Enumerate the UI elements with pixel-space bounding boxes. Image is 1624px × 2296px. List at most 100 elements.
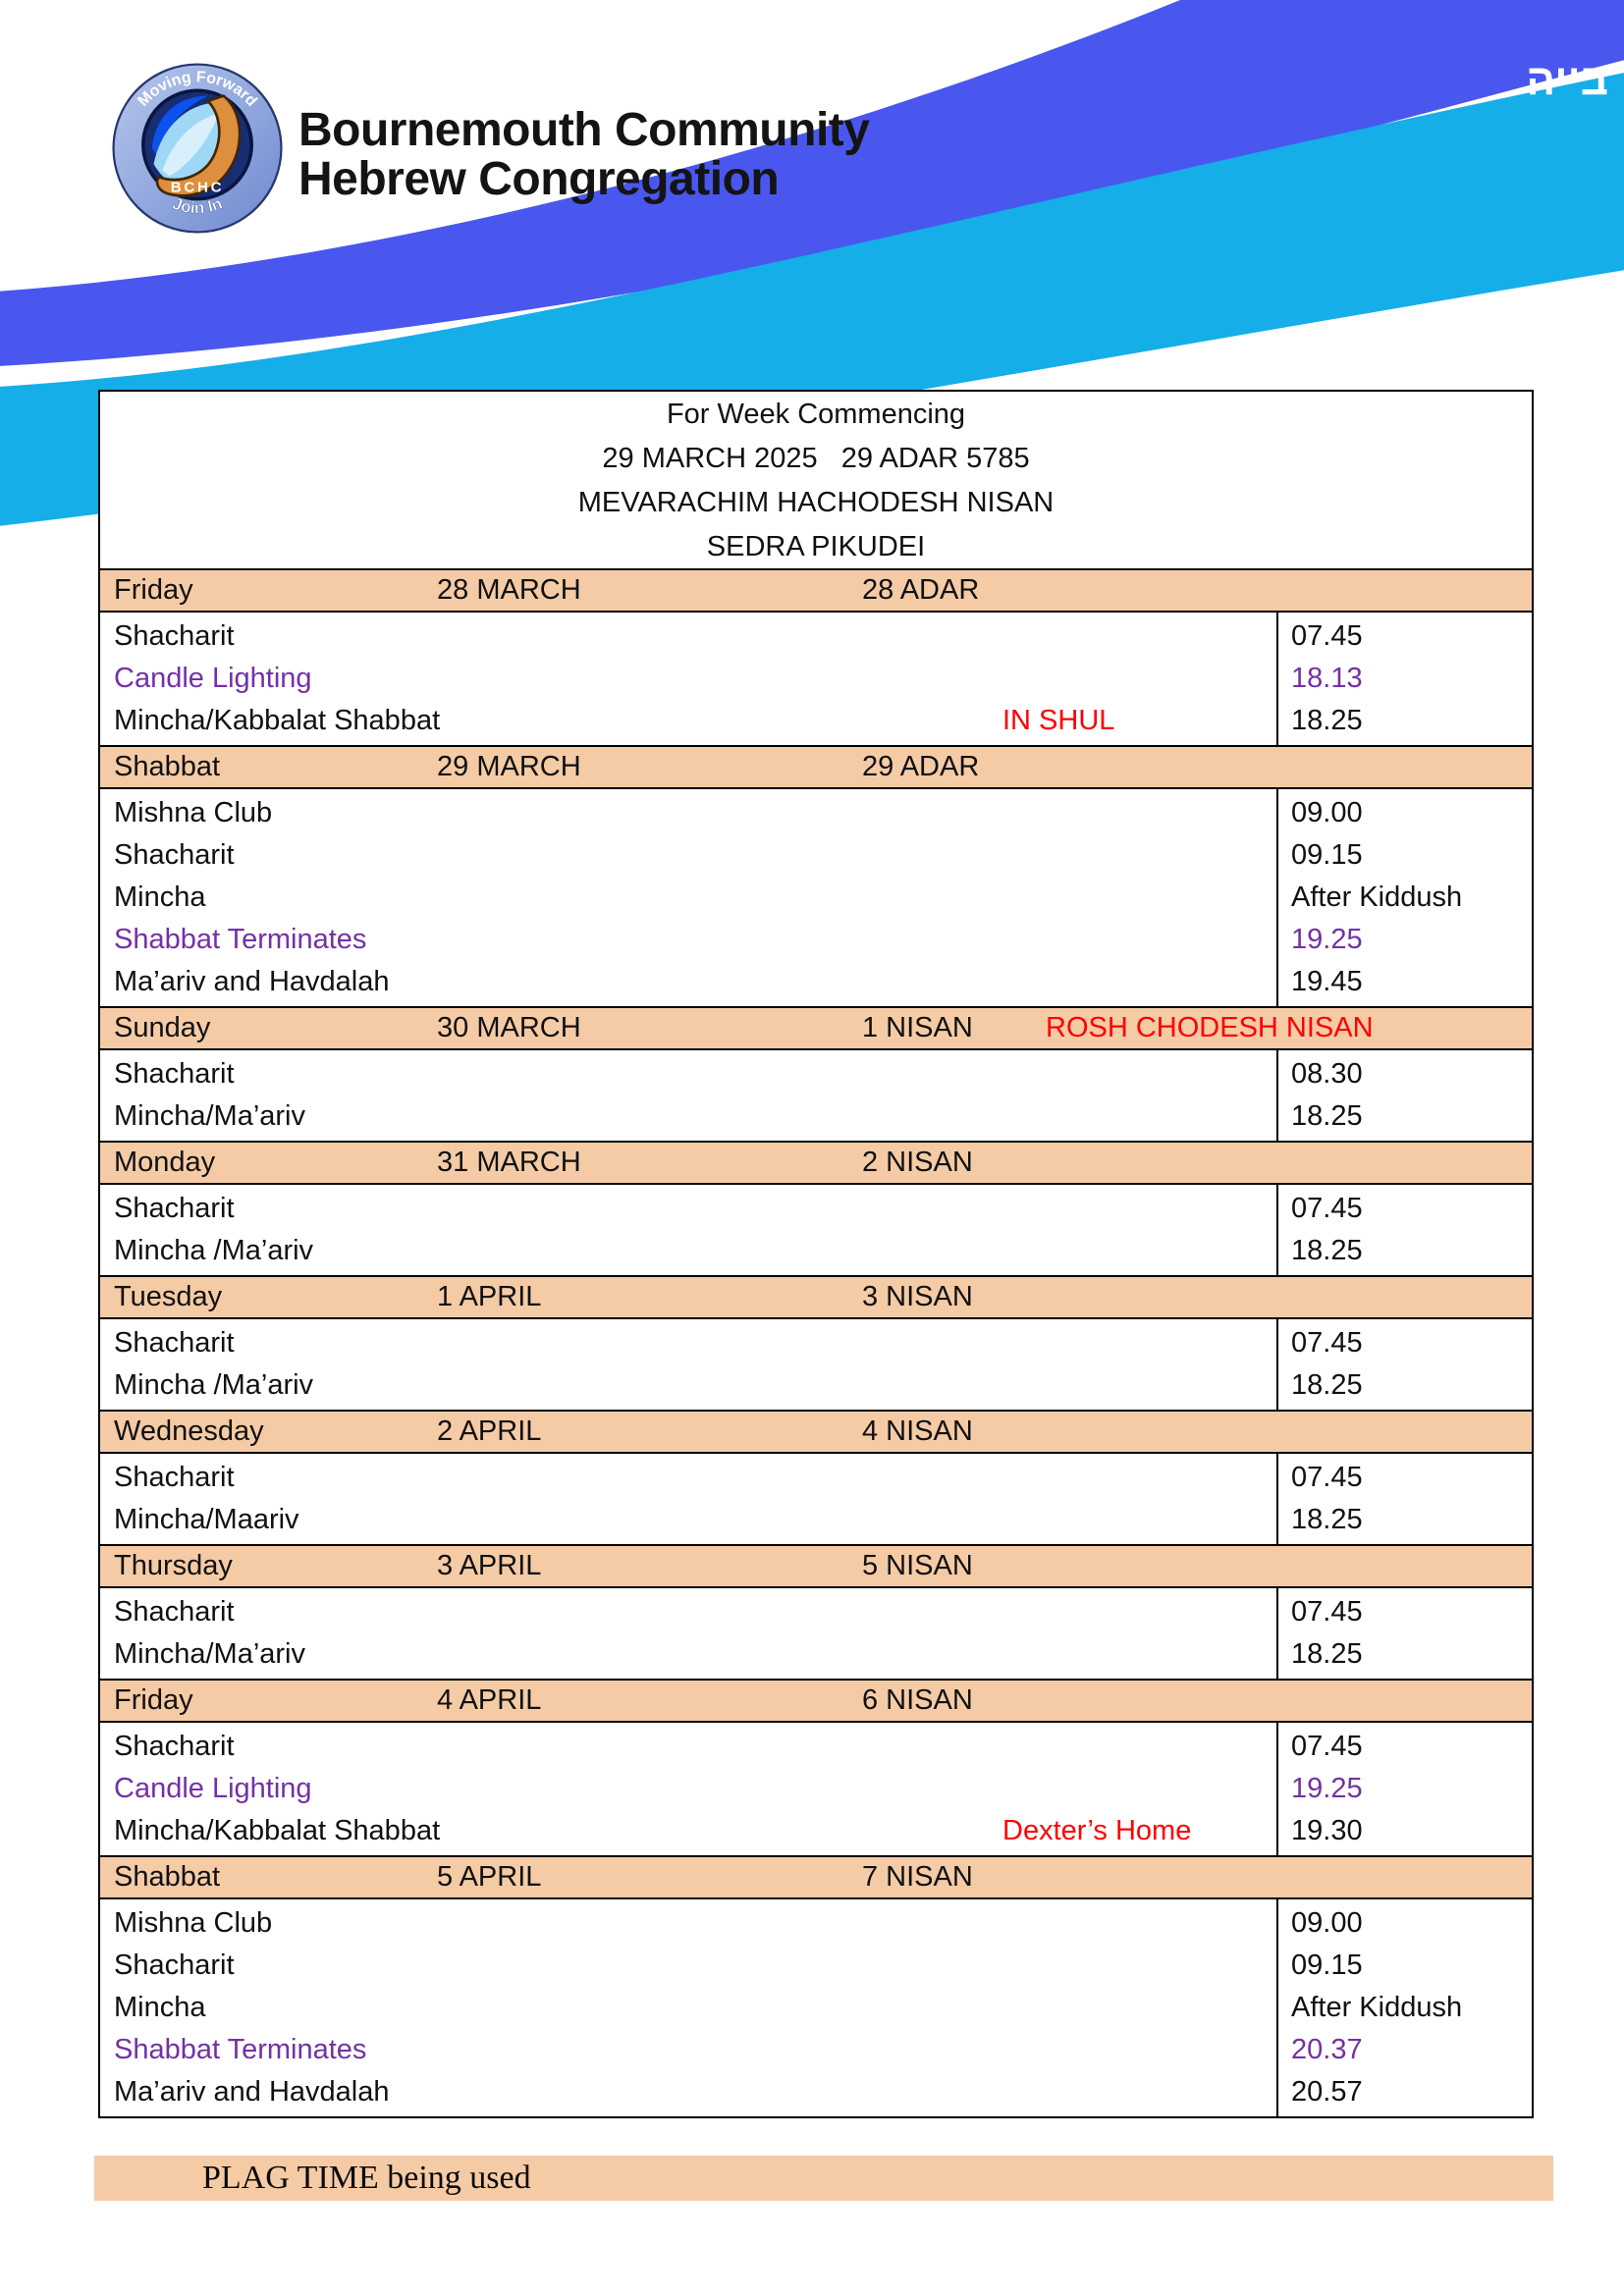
service-time: 19.25	[1291, 924, 1363, 955]
schedule-row: Mincha After Kiddush	[100, 1987, 1532, 2029]
schedule-row: Ma’ariv and Havdalah 20.57	[100, 2071, 1532, 2113]
banner-hebrew-date: 6 NISAN	[862, 1684, 973, 1716]
schedule-row: Shacharit 07.45	[100, 1457, 1532, 1499]
service-name: Shacharit	[114, 1327, 235, 1359]
day-banner-sunday-30: Sunday 30 MARCH 1 NISAN ROSH CHODESH NIS…	[100, 1006, 1532, 1050]
service-name: Mincha /Ma’ariv	[114, 1235, 314, 1266]
service-name: Mincha/Maariv	[114, 1504, 299, 1535]
banner-hebrew-date: 7 NISAN	[862, 1861, 973, 1893]
schedule-row: Mincha/Kabbalat Shabbat IN SHUL 18.25	[100, 700, 1532, 742]
schedule-row: Mincha After Kiddush	[100, 877, 1532, 919]
schedule-row: Shacharit 07.45	[100, 615, 1532, 658]
schedule-row: Ma’ariv and Havdalah 19.45	[100, 961, 1532, 1003]
banner-hebrew-date: 4 NISAN	[862, 1415, 973, 1447]
service-time: 07.45	[1291, 620, 1363, 652]
service-time: 07.45	[1291, 1462, 1363, 1493]
banner-day: Monday	[114, 1147, 216, 1178]
logo-shofar-shape	[155, 94, 242, 197]
day-schedule-thursday-3: Shacharit 07.45 Mincha/Ma’ariv 18.25	[100, 1588, 1532, 1679]
service-name: Shacharit	[114, 1193, 235, 1224]
table-header-block: For Week Commencing 29 MARCH 2025 29 ADA…	[100, 392, 1532, 568]
service-time: 07.45	[1291, 1596, 1363, 1628]
schedule-row: Candle Lighting 19.25	[100, 1768, 1532, 1810]
schedule-row: Mincha/Maariv 18.25	[100, 1499, 1532, 1541]
service-time: After Kiddush	[1291, 1992, 1463, 2023]
service-name: Shacharit	[114, 1731, 235, 1762]
service-time: 18.25	[1291, 1369, 1363, 1401]
day-schedule-shabbat-5: Mishna Club 09.00 Shacharit 09.15 Mincha…	[100, 1899, 1532, 2116]
service-time: 07.45	[1291, 1327, 1363, 1359]
service-time: 20.57	[1291, 2076, 1363, 2108]
service-time: 09.15	[1291, 1949, 1363, 1981]
schedule-row: Shacharit 08.30	[100, 1053, 1532, 1095]
service-time: 20.37	[1291, 2034, 1363, 2065]
service-time: 09.00	[1291, 797, 1363, 828]
plag-time-text: PLAG TIME being used	[202, 2160, 531, 2196]
service-name: Ma’ariv and Havdalah	[114, 966, 390, 997]
banner-date: 31 MARCH	[437, 1147, 581, 1178]
banner-date: 29 MARCH	[437, 751, 581, 782]
banner-hebrew-date: 3 NISAN	[862, 1281, 973, 1312]
schedule-row: Shacharit 07.45	[100, 1726, 1532, 1768]
logo-center-text: BCHC	[171, 180, 224, 196]
day-schedule-friday-28: Shacharit 07.45 Candle Lighting 18.13 Mi…	[100, 613, 1532, 745]
header-mevarachim: MEVARACHIM HACHODESH NISAN	[577, 487, 1055, 518]
service-name: Mincha/Kabbalat Shabbat	[114, 705, 441, 736]
service-name: Mincha/Kabbalat Shabbat	[114, 1815, 441, 1846]
logo-wave-shape	[162, 113, 220, 177]
service-name: Mincha	[114, 881, 206, 913]
service-location-note: Dexter’s Home	[1002, 1815, 1192, 1846]
service-time: 18.25	[1291, 1235, 1363, 1266]
service-name: Shacharit	[114, 620, 235, 652]
schedule-row: Shacharit 09.15	[100, 834, 1532, 877]
service-name: Ma’ariv and Havdalah	[114, 2076, 390, 2108]
banner-hebrew-date: 5 NISAN	[862, 1550, 973, 1581]
day-banner-friday-4: Friday 4 APRIL 6 NISAN	[100, 1679, 1532, 1723]
banner-hebrew-date: 1 NISAN	[862, 1012, 973, 1043]
day-banner-shabbat-5: Shabbat 5 APRIL 7 NISAN	[100, 1855, 1532, 1899]
day-banner-tuesday-1: Tuesday 1 APRIL 3 NISAN	[100, 1275, 1532, 1319]
service-time: 07.45	[1291, 1193, 1363, 1224]
bchc-logo: Moving Forward BCHC Join In	[112, 63, 283, 234]
banner-day: Tuesday	[114, 1281, 223, 1312]
day-banner-monday-31: Monday 31 MARCH 2 NISAN	[100, 1141, 1532, 1185]
wave-dark-blue	[0, 0, 1624, 366]
banner-day: Friday	[114, 1684, 193, 1716]
service-time: 07.45	[1291, 1731, 1363, 1762]
banner-day: Friday	[114, 574, 193, 606]
day-schedule-monday-31: Shacharit 07.45 Mincha /Ma’ariv 18.25	[100, 1185, 1532, 1275]
weekly-schedule-table: For Week Commencing 29 MARCH 2025 29 ADA…	[98, 390, 1534, 2118]
banner-day: Thursday	[114, 1550, 233, 1581]
hebrew-blessing-mark: בייה	[1526, 56, 1608, 104]
organisation-title: Bournemouth Community Hebrew Congregatio…	[298, 106, 870, 205]
banner-day: Sunday	[114, 1012, 211, 1043]
service-time: After Kiddush	[1291, 881, 1463, 913]
service-time: 18.25	[1291, 705, 1363, 736]
service-time: 18.13	[1291, 663, 1363, 694]
banner-day: Shabbat	[114, 1861, 221, 1893]
service-time: 09.15	[1291, 839, 1363, 871]
service-name: Shabbat Terminates	[114, 924, 367, 955]
service-name: Shacharit	[114, 1596, 235, 1628]
service-time: 08.30	[1291, 1058, 1363, 1090]
schedule-row: Mincha /Ma’ariv 18.25	[100, 1364, 1532, 1407]
banner-date: 2 APRIL	[437, 1415, 542, 1447]
banner-day: Wednesday	[114, 1415, 264, 1447]
schedule-row: Shacharit 07.45	[100, 1188, 1532, 1230]
schedule-row: Mishna Club 09.00	[100, 1902, 1532, 1945]
service-name: Mishna Club	[114, 1907, 273, 1939]
schedule-row: Shacharit 07.45	[100, 1591, 1532, 1633]
service-name: Mincha	[114, 1992, 206, 2023]
plag-time-banner: PLAG TIME being used	[94, 2156, 1553, 2201]
day-schedule-shabbat-29: Mishna Club 09.00 Shacharit 09.15 Mincha…	[100, 789, 1532, 1006]
day-banner-shabbat-29: Shabbat 29 MARCH 29 ADAR	[100, 745, 1532, 789]
service-name: Shacharit	[114, 839, 235, 871]
organisation-title-line2: Hebrew Congregation	[298, 153, 780, 205]
service-time: 19.45	[1291, 966, 1363, 997]
schedule-row: Shacharit 09.15	[100, 1945, 1532, 1987]
service-name: Mincha /Ma’ariv	[114, 1369, 314, 1401]
banner-date: 1 APRIL	[437, 1281, 542, 1312]
banner-date: 4 APRIL	[437, 1684, 542, 1716]
banner-date: 30 MARCH	[437, 1012, 581, 1043]
service-name: Shacharit	[114, 1949, 235, 1981]
